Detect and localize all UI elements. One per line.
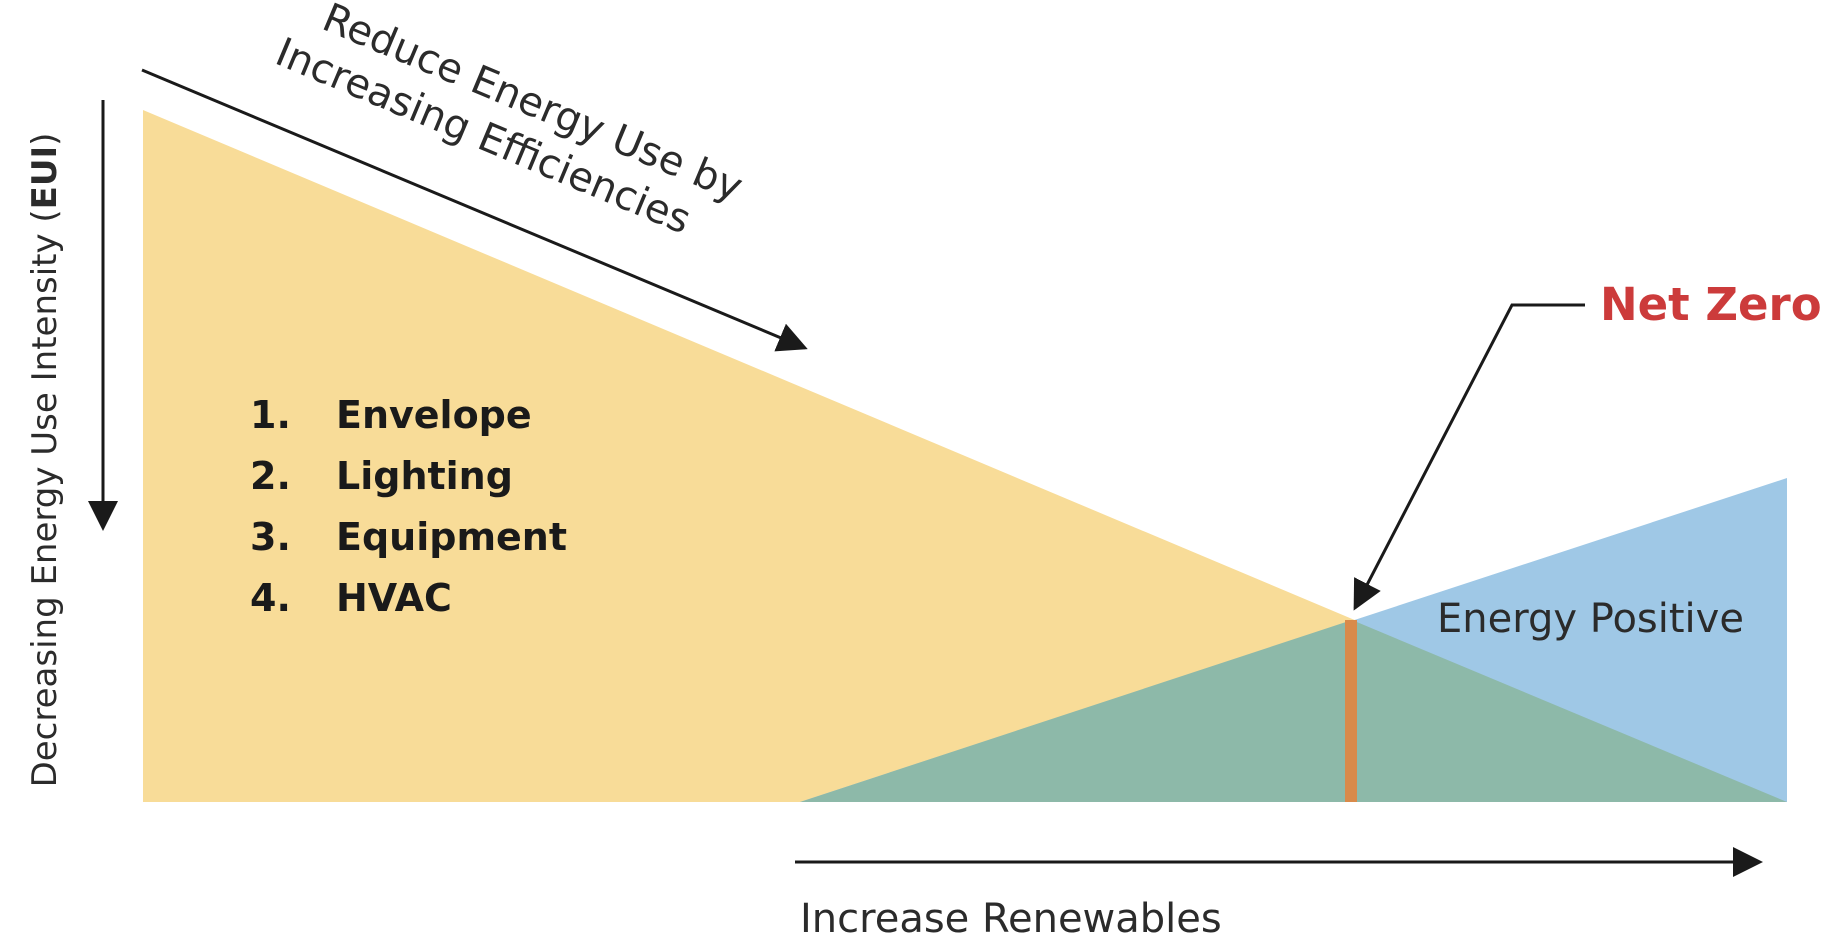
- list-item-label: Lighting: [336, 454, 513, 498]
- x-axis-label: Increase Renewables: [800, 896, 1222, 939]
- list-item-number: 4.: [250, 576, 291, 620]
- net-zero-label: Net Zero: [1600, 278, 1821, 331]
- net-zero-marker: [1345, 620, 1357, 802]
- list-item-label: HVAC: [336, 576, 452, 620]
- efficiency-steps-list: 1. Envelope 2. Lighting 3. Equipment 4. …: [250, 393, 567, 620]
- list-item-number: 3.: [250, 515, 291, 559]
- net-zero-pointer: [1353, 303, 1585, 611]
- list-item-number: 1.: [250, 393, 291, 437]
- y-axis-label: Decreasing Energy Use Intensity (EUI): [25, 133, 65, 788]
- list-item-label: Equipment: [336, 515, 567, 559]
- overlap-area: [800, 620, 1787, 802]
- energy-positive-label: Energy Positive: [1437, 596, 1744, 642]
- list-item-label: Envelope: [336, 393, 532, 437]
- list-item-number: 2.: [250, 454, 291, 498]
- efficiency-arrow: [141, 68, 808, 352]
